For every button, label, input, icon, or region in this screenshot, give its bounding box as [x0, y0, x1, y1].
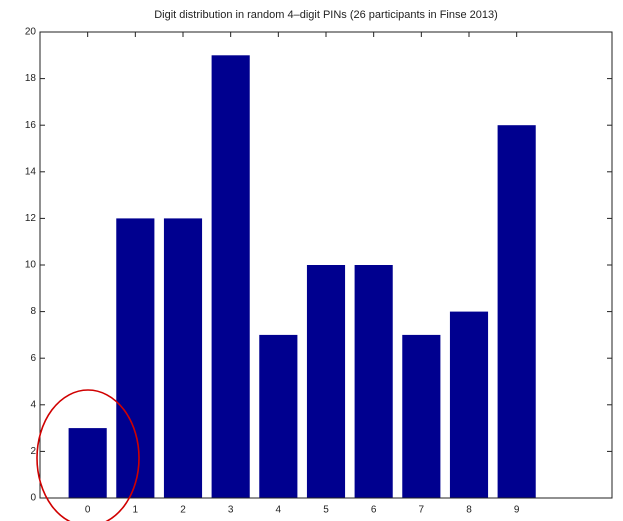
bar [163, 218, 203, 498]
x-tick-label: 5 [323, 505, 329, 516]
y-tick-label: 2 [30, 446, 36, 457]
bar [116, 218, 155, 498]
bar [211, 55, 250, 499]
y-tick-label: 6 [30, 353, 36, 364]
y-tick-label: 14 [25, 166, 37, 177]
x-tick-label: 2 [180, 505, 186, 516]
y-tick-label: 16 [25, 120, 37, 131]
x-tick-label: 6 [371, 505, 377, 516]
y-tick-label: 0 [30, 493, 36, 504]
bar [402, 334, 441, 498]
x-tick-label: 8 [466, 505, 472, 516]
y-tick-label: 4 [30, 399, 36, 410]
chart-title: Digit distribution in random 4–digit PIN… [154, 9, 498, 21]
bar [68, 428, 107, 498]
x-tick-label: 7 [419, 505, 425, 516]
x-tick-label: 9 [514, 505, 520, 516]
y-tick-label: 18 [25, 73, 37, 84]
y-tick-label: 20 [25, 27, 37, 38]
y-tick-label: 10 [25, 260, 37, 271]
bar [306, 265, 346, 498]
axes-box [39, 31, 613, 499]
y-tick-label: 8 [30, 306, 36, 317]
bar [259, 334, 298, 498]
bar [497, 125, 536, 498]
x-tick-label: 3 [228, 505, 234, 516]
y-tick-label: 12 [25, 213, 37, 224]
highlight-circle [36, 389, 140, 521]
x-tick-label: 1 [133, 505, 139, 516]
bar [449, 311, 489, 498]
bar [354, 265, 393, 498]
x-tick-label: 4 [276, 505, 282, 516]
x-tick-label: 0 [85, 505, 91, 516]
